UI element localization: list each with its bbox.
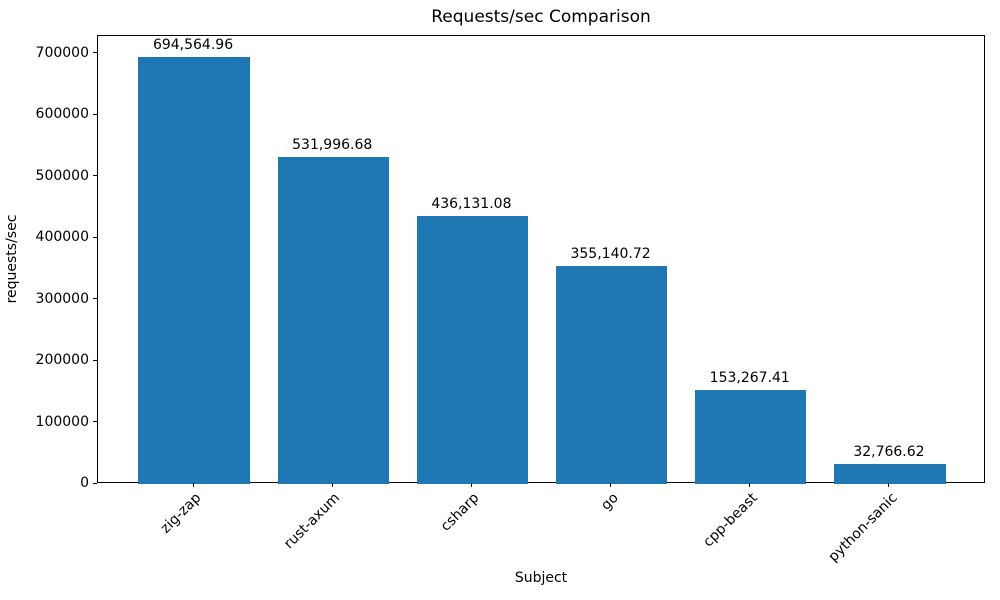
bar-value-label: 694,564.96	[152, 37, 234, 54]
y-tick-mark	[93, 175, 97, 177]
x-tick-mark	[888, 483, 890, 487]
x-tick-mark	[610, 483, 612, 487]
x-tick-mark	[470, 483, 472, 487]
bar-rust-axum	[277, 157, 389, 484]
y-tick-label: 500000	[35, 167, 89, 184]
y-tick-mark	[93, 421, 97, 423]
y-axis-label: requests/sec	[4, 214, 20, 304]
x-tick-label-cpp-beast: cpp-beast	[700, 490, 762, 551]
bar-value-label: 32,766.62	[853, 443, 925, 460]
bar-python-sanic	[834, 463, 946, 484]
x-tick-label-go: go	[598, 490, 622, 514]
x-tick-label-csharp: csharp	[438, 490, 483, 535]
y-tick-mark	[93, 236, 97, 238]
y-tick-mark	[93, 113, 97, 115]
bar-csharp	[416, 216, 529, 484]
y-tick-label: 200000	[35, 352, 89, 369]
bar-value-label: 531,996.68	[292, 137, 373, 154]
y-tick-label: 400000	[35, 229, 89, 246]
y-tick-mark	[93, 298, 97, 300]
y-tick-label: 700000	[35, 44, 89, 61]
x-tick-mark	[331, 483, 333, 487]
y-tick-label: 300000	[35, 290, 89, 307]
y-tick-label: 0	[80, 475, 89, 491]
x-tick-label-rust-axum: rust-axum	[281, 490, 344, 553]
y-tick-label: 600000	[35, 106, 89, 123]
y-tick-mark	[93, 52, 97, 54]
bar-value-label: 355,140.72	[570, 245, 651, 262]
chart-title: Requests/sec Comparison	[431, 7, 651, 27]
x-tick-mark	[749, 483, 751, 487]
x-tick-mark	[192, 483, 194, 487]
bar-go	[555, 265, 668, 484]
bar-cpp-beast	[695, 389, 807, 484]
bar-zig-zap	[138, 57, 250, 484]
x-tick-label-zig-zap: zig-zap	[157, 490, 205, 537]
y-tick-mark	[93, 482, 97, 484]
bar-value-label: 153,267.41	[709, 369, 790, 386]
x-axis-label: Subject	[514, 570, 568, 586]
bar-value-label: 436,131.08	[431, 196, 512, 213]
x-tick-label-python-sanic: python-sanic	[825, 490, 901, 566]
y-tick-mark	[93, 359, 97, 361]
plot-area	[97, 35, 985, 484]
y-tick-label: 100000	[35, 413, 89, 430]
